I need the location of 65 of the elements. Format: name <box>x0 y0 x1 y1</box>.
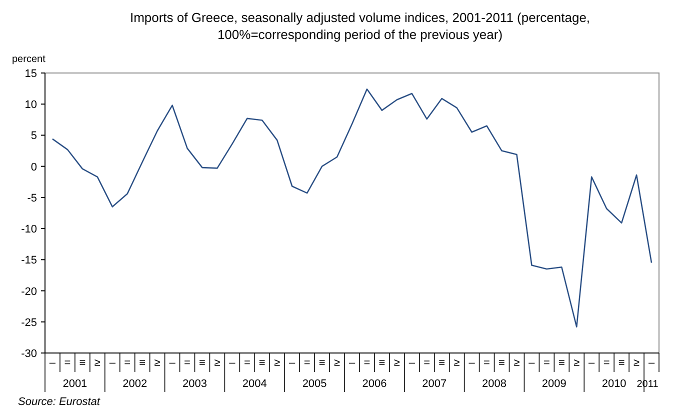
y-tick-label: -5 <box>27 192 37 204</box>
y-tick-label: -30 <box>21 348 37 360</box>
line-series <box>52 88 652 328</box>
x-tick-label: ≡ <box>378 357 386 369</box>
x-tick-label: – <box>229 357 236 369</box>
x-tick-label: ≡ <box>558 357 565 369</box>
x-tick-label: ≥ <box>94 357 100 369</box>
text: 2006 <box>362 378 387 390</box>
x-tick-label: ≥ <box>214 357 220 369</box>
y-tick-label: -25 <box>21 316 37 329</box>
x-tick-label: ≥ <box>634 357 640 369</box>
x-tick-label: ≡ <box>79 357 86 369</box>
source-note: Source: Eurostat <box>18 396 101 408</box>
y-tick-label: -15 <box>21 254 37 267</box>
x-tick-label: ≡ <box>618 357 625 369</box>
x-tick-label: = <box>424 357 430 369</box>
x-tick-label: = <box>184 357 190 369</box>
x-tick-label: – <box>109 357 116 369</box>
x-tick-label: = <box>244 357 250 369</box>
y-tick-label: 15 <box>24 68 37 80</box>
x-tick-label: – <box>648 357 656 369</box>
x-tick-label: ≡ <box>498 357 505 369</box>
x-tick-label: ≡ <box>139 357 146 369</box>
text: 2002 <box>122 378 148 390</box>
text: 2007 <box>422 378 447 390</box>
x-tick-label: ≥ <box>274 357 280 369</box>
x-tick-label: = <box>64 357 71 369</box>
x-tick-label: ≡ <box>438 357 446 369</box>
x-tick-label: – <box>528 357 536 369</box>
y-tick-label: 10 <box>24 99 37 112</box>
text: 2001 <box>62 378 88 390</box>
x-tick-label: – <box>169 357 176 369</box>
x-tick-label: – <box>468 357 476 369</box>
x-tick-label: = <box>364 357 370 369</box>
x-tick-label: – <box>588 357 596 369</box>
x-tick-label: = <box>603 357 610 369</box>
x-tick-label: – <box>408 357 416 369</box>
x-tick-label: ≥ <box>394 357 400 369</box>
x-tick-label: ≥ <box>454 357 460 369</box>
x-tick-label: ≥ <box>154 357 160 369</box>
x-tick-label: = <box>543 357 550 369</box>
x-tick-label: ≡ <box>258 357 266 369</box>
x-tick-label: = <box>484 357 490 369</box>
y-tick-label: -10 <box>21 224 37 236</box>
text: 2008 <box>482 378 507 390</box>
text: 2003 <box>182 378 207 390</box>
x-tick-label: – <box>289 357 296 369</box>
text: 2009 <box>542 378 566 390</box>
x-tick-label: = <box>124 357 131 369</box>
x-tick-label: – <box>49 357 56 369</box>
y-tick-label: -20 <box>21 286 37 298</box>
y-axis-title: percent <box>12 54 46 65</box>
text: 2010 <box>602 378 626 390</box>
chart-title: Imports of Greece, seasonally adjusted volume indices, 2001-2011 (percentage, 100%=corresponding period of the previous year) <box>130 10 590 42</box>
y-tick-label: 5 <box>30 130 37 142</box>
x-tick-label: – <box>348 357 356 369</box>
x-tick-label: ≥ <box>334 357 340 369</box>
x-tick-label: ≥ <box>574 357 580 369</box>
x-tick-label: ≡ <box>199 357 206 369</box>
x-tick-label: = <box>304 357 310 369</box>
text: 2005 <box>302 378 327 390</box>
x-tick-label: ≡ <box>318 357 326 369</box>
text: 2004 <box>242 378 267 390</box>
y-tick-label: 0 <box>30 161 37 174</box>
x-tick-label: ≥ <box>514 357 520 369</box>
